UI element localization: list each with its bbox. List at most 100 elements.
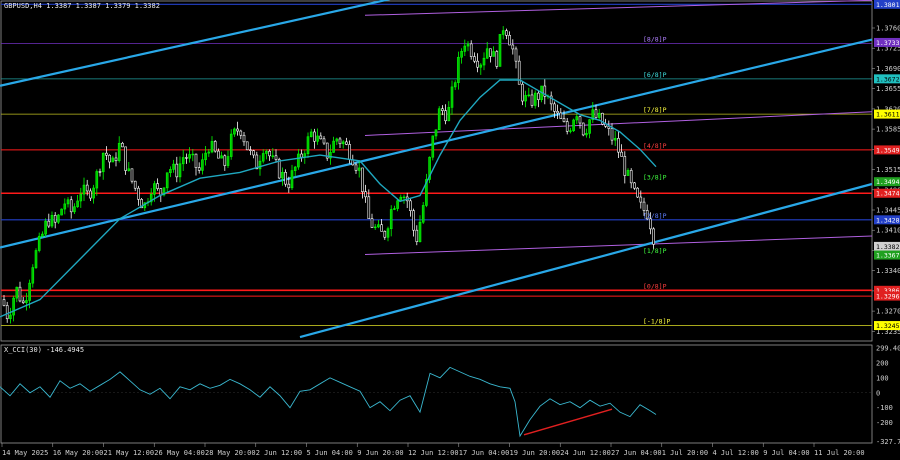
candle-body bbox=[319, 135, 323, 140]
candle-body bbox=[453, 82, 457, 88]
candle-body bbox=[28, 282, 31, 301]
candle-body bbox=[69, 199, 73, 213]
candle-body bbox=[505, 30, 508, 36]
candle-body bbox=[636, 187, 639, 198]
candle-body bbox=[117, 142, 121, 162]
candle-body bbox=[649, 218, 652, 230]
cci-indicator bbox=[0, 366, 872, 438]
price-tick-label: 1.3725 bbox=[876, 45, 900, 53]
candle-body bbox=[255, 154, 259, 170]
candle-body bbox=[626, 170, 630, 176]
price-tick-label: 1.3410 bbox=[876, 227, 900, 235]
cci-tick-label: 100 bbox=[876, 374, 889, 382]
candle-body bbox=[105, 152, 108, 156]
candle-body bbox=[498, 34, 502, 67]
candle-body bbox=[348, 144, 351, 161]
price-tag-text: 1.3611 bbox=[876, 111, 900, 119]
candle-body bbox=[508, 35, 511, 46]
time-tick-label: 4 Jul 12:00 bbox=[713, 449, 759, 457]
candle-body bbox=[73, 206, 76, 213]
candle-body bbox=[191, 153, 195, 156]
candle-body bbox=[175, 163, 179, 178]
candle-body bbox=[5, 305, 9, 320]
candle-body bbox=[473, 56, 476, 62]
candle-body bbox=[274, 155, 278, 160]
murrey-line bbox=[364, 111, 873, 136]
ma-line bbox=[0, 79, 657, 318]
candle-body bbox=[613, 138, 617, 141]
candle-body bbox=[335, 138, 339, 142]
candle-body bbox=[354, 164, 358, 171]
candle-body bbox=[41, 233, 44, 237]
candle-body bbox=[188, 154, 191, 159]
cci-tick-label: -327.7193 bbox=[876, 438, 900, 446]
candle-body bbox=[543, 85, 547, 97]
candlesticks bbox=[2, 26, 655, 324]
price-tag-box bbox=[874, 250, 900, 260]
candle-body bbox=[559, 112, 563, 119]
candle-body bbox=[57, 214, 60, 223]
price-tag-box bbox=[874, 215, 900, 225]
cci-tick-label: 0 bbox=[876, 389, 880, 397]
time-tick-label: 11 Jul 20:00 bbox=[814, 449, 865, 457]
price-tag-text: 1.3474 bbox=[876, 190, 900, 198]
candle-body bbox=[127, 168, 131, 171]
candle-body bbox=[380, 224, 383, 232]
candle-body bbox=[201, 159, 204, 171]
candle-body bbox=[76, 200, 79, 208]
price-tick-label: 1.3340 bbox=[876, 267, 900, 275]
candle-body bbox=[92, 187, 95, 199]
candle-body bbox=[341, 141, 345, 145]
candle-body bbox=[469, 43, 473, 57]
candle-body bbox=[217, 150, 220, 159]
candle-body bbox=[581, 122, 585, 136]
candle-body bbox=[21, 300, 25, 303]
candle-body bbox=[281, 171, 284, 179]
candle-body bbox=[101, 152, 105, 173]
time-tick-label: 19 Jun 20:00 bbox=[510, 449, 561, 457]
murrey-label: [6/8]P bbox=[643, 71, 667, 79]
candle-body bbox=[575, 116, 579, 121]
candle-body bbox=[293, 166, 297, 171]
candle-body bbox=[220, 155, 223, 159]
candle-body bbox=[482, 57, 486, 66]
candle-body bbox=[495, 51, 499, 67]
candle-body bbox=[252, 150, 255, 156]
candle-body bbox=[185, 157, 188, 159]
price-tag-box bbox=[874, 74, 900, 84]
candle-body bbox=[133, 180, 137, 189]
price-tick-label: 1.3655 bbox=[876, 85, 900, 93]
price-tag-box bbox=[874, 145, 900, 155]
candle-body bbox=[85, 184, 89, 192]
candle-body bbox=[428, 156, 431, 180]
price-tag-text: 1.3306 bbox=[876, 287, 900, 295]
candle-body bbox=[412, 210, 415, 231]
candle-body bbox=[137, 187, 140, 200]
candle-body bbox=[421, 205, 425, 223]
candle-body bbox=[207, 151, 211, 154]
candle-body bbox=[338, 138, 342, 145]
candle-body bbox=[284, 171, 287, 185]
candle-body bbox=[562, 118, 566, 122]
candle-body bbox=[124, 146, 127, 171]
candle-body bbox=[82, 184, 86, 195]
price-tick-label: 1.3760 bbox=[876, 25, 900, 33]
price-tag-box bbox=[874, 37, 900, 47]
candle-body bbox=[492, 51, 495, 57]
channel-lines bbox=[0, 0, 873, 339]
candle-body bbox=[578, 116, 582, 124]
murrey-line bbox=[364, 0, 873, 16]
candle-body bbox=[357, 167, 361, 171]
candle-body bbox=[223, 155, 227, 166]
murrey-line bbox=[364, 235, 873, 255]
candle-body bbox=[258, 160, 262, 170]
candle-body bbox=[162, 187, 166, 196]
channel-line bbox=[299, 182, 873, 339]
candle-body bbox=[588, 119, 591, 134]
price-tag-box bbox=[874, 177, 900, 187]
candle-body bbox=[591, 109, 595, 120]
candle-body bbox=[639, 196, 643, 203]
candle-body bbox=[130, 168, 134, 182]
indicator-header: X_CCI(30) -146.4945 bbox=[4, 346, 85, 354]
candle-body bbox=[431, 135, 435, 158]
